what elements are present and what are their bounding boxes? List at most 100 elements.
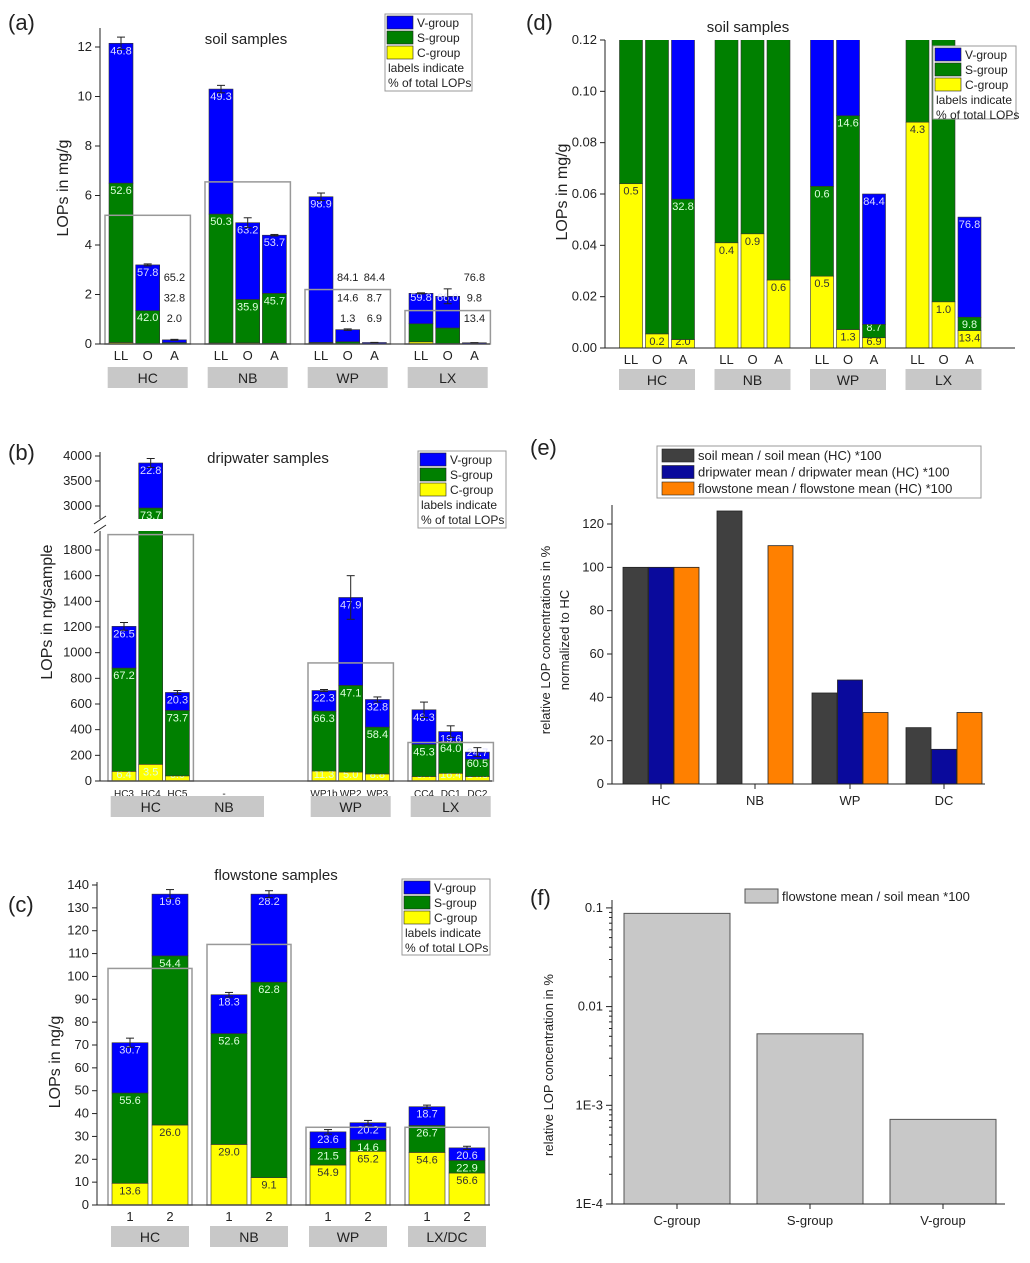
y-tick-label: 1400	[63, 593, 92, 608]
bar-label: 60.5	[467, 758, 488, 770]
bar-label: 66.3	[313, 713, 334, 725]
bar-label: 9.8	[962, 319, 977, 331]
legend-label: C-group	[450, 483, 494, 497]
y-axis-label: LOPs in mg/g	[554, 144, 571, 241]
y-tick-label: 400	[70, 722, 92, 737]
bar	[768, 546, 793, 784]
bar-segment-c-group	[620, 184, 643, 348]
bar	[932, 749, 957, 784]
legend-swatch	[935, 48, 961, 61]
x-tick-label: 2	[463, 1209, 470, 1224]
bar-label: 13.4	[959, 333, 980, 345]
x-tick-label: O	[843, 352, 853, 367]
y-tick-label: 0.00	[572, 340, 597, 355]
legend-note: labels indicate	[405, 926, 481, 940]
bar-label: 20.3	[167, 694, 188, 706]
bar-segment-s-group	[436, 328, 460, 344]
chart-title: dripwater samples	[207, 450, 329, 467]
bar-label: 84.4	[863, 196, 884, 208]
group-label: LX	[442, 799, 460, 815]
group-label: WP	[837, 372, 860, 388]
bar-label: 1.3	[840, 332, 855, 344]
y-tick-label: 0	[85, 773, 92, 788]
x-tick-label: A	[679, 352, 688, 367]
legend-note: % of total LOPs	[405, 941, 488, 955]
bar-label: 4.3	[910, 124, 925, 136]
bar-label: 47.1	[340, 687, 361, 699]
bar-segment-s-group	[251, 982, 287, 1177]
y-axis-label: LOPs in ng/g	[47, 1016, 64, 1109]
bar-label: 29.0	[218, 1146, 239, 1158]
bar-segment-v-group	[811, 0, 834, 186]
x-tick-label: O	[747, 352, 757, 367]
bar-segment-v-group	[309, 197, 333, 343]
legend-note: % of total LOPs	[936, 108, 1019, 122]
group-label: NB	[214, 799, 233, 815]
group-label: LX	[935, 372, 953, 388]
y-tick-label: 80	[590, 603, 604, 618]
y-tick-label: 30	[75, 1128, 89, 1143]
y-tick-label: 0.02	[572, 289, 597, 304]
bar-label: 53.7	[264, 237, 285, 249]
x-tick-label: LL	[624, 352, 638, 367]
legend-swatch	[420, 483, 446, 496]
bar-label: 0.4	[719, 245, 734, 257]
bar-segment-s-group	[152, 956, 188, 1125]
bar	[674, 567, 699, 784]
x-tick-label: 1	[225, 1209, 232, 1224]
group-label: WP	[337, 1229, 360, 1245]
bar-label: 65.2	[357, 1153, 378, 1165]
bar-label: 21.5	[317, 1150, 338, 1162]
legend-note: % of total LOPs	[421, 513, 504, 527]
x-tick-label: O	[652, 352, 662, 367]
legend-swatch	[404, 911, 430, 924]
bar-label: 20.6	[456, 1150, 477, 1162]
bar-segment-s-group	[767, 0, 790, 280]
x-tick-label: HC	[652, 793, 671, 808]
bar-label: 18.3	[218, 997, 239, 1009]
x-tick-label: O	[343, 348, 353, 363]
legend-swatch	[662, 482, 694, 495]
bar-segment-s-group	[672, 199, 695, 339]
y-tick-label: 40	[75, 1106, 89, 1121]
group-label: HC	[140, 1229, 160, 1245]
bar-label: 9.1	[261, 1180, 276, 1192]
bar-segment-s-group	[211, 1034, 247, 1145]
legend-label: S-group	[417, 31, 460, 45]
group-label: LX	[439, 370, 457, 386]
chart-title: soil samples	[707, 19, 790, 36]
bar	[623, 567, 648, 784]
x-tick-label: S-group	[787, 1213, 833, 1228]
bar-segment-c-group	[715, 243, 738, 348]
chart-title: flowstone samples	[214, 867, 337, 884]
panel-label: (c)	[8, 892, 34, 917]
legend-label: C-group	[965, 78, 1009, 92]
legend-label: V-group	[434, 881, 476, 895]
chart-title: soil samples	[205, 31, 288, 48]
legend-swatch	[935, 78, 961, 91]
bar-label: 1.0	[936, 304, 951, 316]
y-tick-label: 90	[75, 991, 89, 1006]
bar-label: 76.8	[959, 219, 980, 231]
y-tick-label: 0.10	[572, 83, 597, 98]
legend-swatch	[935, 63, 961, 76]
y-tick-label: 600	[70, 696, 92, 711]
bar-label: 45.3	[413, 746, 434, 758]
bar-segment-c-group	[906, 122, 929, 348]
bar	[812, 693, 837, 784]
bar-label: 32.8	[164, 293, 185, 305]
legend-swatch	[420, 453, 446, 466]
panel-label: (d)	[526, 10, 553, 35]
y-tick-label: 4	[85, 237, 92, 252]
group-label: WP	[339, 799, 362, 815]
y-axis-label: relative LOP concentration in %	[541, 974, 556, 1156]
x-tick-label: A	[370, 348, 379, 363]
bar	[757, 1034, 863, 1204]
bar-segment-s-group	[906, 0, 929, 122]
bar	[717, 511, 742, 784]
bar-segment-v-group	[109, 43, 133, 183]
bar-label: 23.6	[317, 1134, 338, 1146]
y-tick-label: 0.12	[572, 32, 597, 47]
x-tick-label: DC	[935, 793, 954, 808]
y-tick-label: 2	[85, 287, 92, 302]
